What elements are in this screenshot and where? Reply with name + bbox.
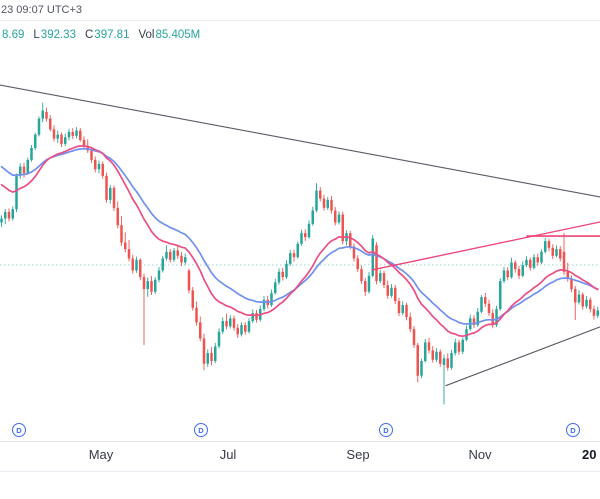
ohlc-fragment-value: 397.81	[94, 29, 130, 41]
time-axis-label-nov: Nov	[468, 447, 492, 462]
time-axis-bottom-border	[0, 471, 600, 472]
time-axis-border	[0, 441, 600, 442]
ohlc-fragment-Vol: Vol 85.405M	[138, 29, 200, 41]
ohlc-fragment-C: C 397.81	[85, 29, 130, 41]
header-divider	[0, 20, 600, 21]
ohlc-fragment-value: 8.69	[2, 29, 25, 41]
time-axis-label-may: May	[88, 447, 114, 462]
dividend-marker-icon[interactable]: D	[379, 423, 393, 437]
ohlc-fragment-h: 8.69	[1, 29, 24, 41]
time-axis-label-20: 20	[582, 447, 597, 462]
ohlc-fragment-value: 85.405M	[155, 29, 201, 41]
ohlc-fragment-value: 392.33	[40, 29, 76, 41]
dividend-marker-icon[interactable]: D	[194, 423, 208, 437]
dividend-marker-icon[interactable]: D	[566, 423, 580, 437]
ohlc-fragment-label: C	[84, 29, 94, 41]
ohlc-fragment-label: L	[33, 29, 40, 41]
time-axis-label-jul: Jul	[219, 447, 237, 462]
chart-datetime-label: 23 09:07 UTC+3	[1, 4, 83, 16]
ohlc-fragment-L: L 392.33	[33, 29, 76, 41]
ohlc-legend: 8.69 L 392.33 C 397.81 Vol 85.405M	[1, 29, 200, 41]
time-axis[interactable]: May Jul Sep Nov 20	[0, 442, 600, 471]
bottom-toolbar-area	[0, 472, 600, 499]
dividend-marker-icon[interactable]: D	[12, 423, 26, 437]
ohlc-fragment-label: Vol	[138, 29, 155, 41]
time-axis-label-sep: Sep	[346, 447, 370, 462]
